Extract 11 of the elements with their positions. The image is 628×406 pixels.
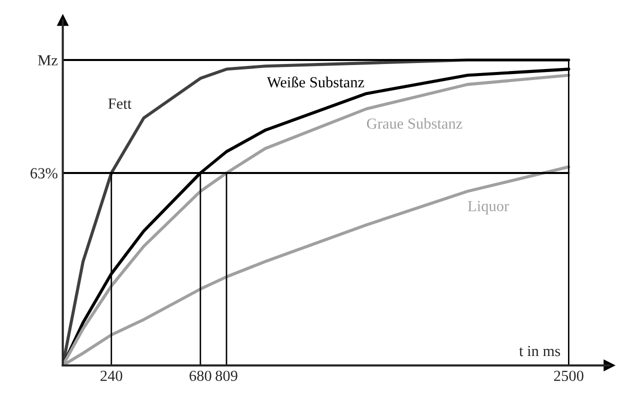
x-tick-label: 240: [100, 370, 122, 382]
x-tick-label: 809: [216, 370, 238, 382]
series-label: Graue Substanz: [366, 118, 462, 129]
x-tick-label: 680: [190, 370, 212, 382]
series-label: Fett: [108, 98, 132, 109]
series-label: Weiße Substanz: [266, 76, 364, 88]
x-tick-label: 2500: [554, 370, 584, 382]
ref-line-label: 63%: [30, 168, 58, 178]
ref-line-label: Mz: [38, 55, 58, 66]
x-axis-title: t in ms: [519, 346, 560, 356]
series-label: Liquor: [468, 200, 509, 214]
